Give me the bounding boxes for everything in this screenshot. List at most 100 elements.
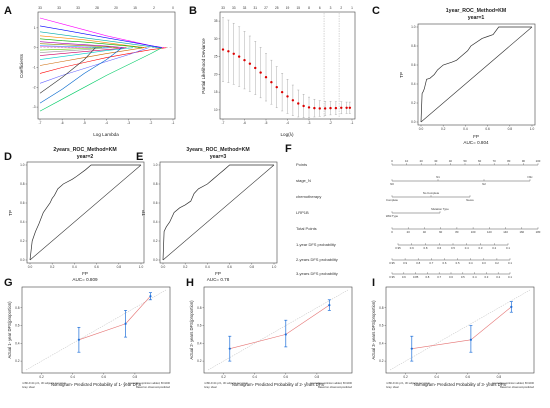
panel-d-y-tick-label: 0.2 [20,239,25,243]
panel-b-top-tick-label: 25 [275,6,279,10]
panel-f-row-label: 2-years DFS probability [296,257,338,262]
panel-a-top-ticks: 33 33 33 28 20 15 2 0 [38,6,174,10]
panel-a-top-tick-label: 28 [95,6,99,10]
panel-a-top-tick-label: 0 [172,6,174,10]
panel-f-tick-label: 20 [407,230,411,234]
panel-f-tick-label: N1 [436,175,440,179]
panel-a-coef-path [39,47,96,94]
panel-b-top-tick-label: 27 [264,6,268,10]
panel-d-title: 2years_ROC_Method=KM [53,147,116,153]
panel-b-point [286,95,289,98]
panel-b-top-tick-label: 15 [296,6,300,10]
panel-g-x-tick-label: 0.6 [102,375,107,379]
panel-f-tick-label: 0.95 [395,246,401,250]
panel-b-top-tick-label: 8 [308,6,310,10]
panel-a-xlabel: Log Lambda [93,132,119,137]
panel-f-tick-label: 0.6 [442,261,446,265]
panel-b-y-tick-label: 30 [214,37,218,41]
panel-f-tick-label: 0.3 [484,275,488,279]
panel-b-point [307,106,311,109]
panel-a-top-tick-label: 15 [133,6,137,10]
panel-d-y-tick-label: 0.0 [20,258,25,262]
panel-f-tick-label: 0.2 [496,275,500,279]
panel-d-diagonal [29,164,142,261]
panel-e-x-tick-label: 0.8 [250,265,255,269]
panel-g: 0.2 0.4 0.6 0.8 0.2 0.4 0.6 0.8 Nomogram- Predi… [7,286,171,389]
panel-b-x-ticks: -7 -6 -5 -4 -3 -2 -1 [222,119,354,125]
panel-f-tick-label: 0.2 [492,246,496,250]
panel-f-tick-label: 30 [434,159,438,163]
panel-b-top-tick-label: 33 [243,6,247,10]
panel-b-point [270,80,273,84]
panel-f-row-label: Total Points [296,226,317,231]
panel-a-x-tick-label: -4 [105,121,108,125]
panel-a-coef-path [39,47,123,104]
panel-b-point [280,90,284,94]
panel-f-tick-label: 70 [493,159,497,163]
panel-e-auc: AUC= 0.78 [207,277,230,282]
panel-b-point [313,106,316,110]
panel-d-xlabel: FP [82,271,88,276]
panel-f-tick-label: N0 [390,182,394,186]
panel-label-f: F [285,143,292,155]
panel-a-x-tick-label: -1 [172,121,175,125]
panel-d-auc: AUC= 0.809 [72,277,98,282]
panel-a-coef-path [39,47,149,84]
panel-f-row-label: chemotherapy [296,194,321,199]
panel-f-tick-label: 80 [455,230,459,234]
panel-f-tick-label: 0.95 [389,275,395,279]
panel-f-tick-label: 0.9 [410,246,414,250]
panel-b-top-ticks: 33 33 33 31 27 25 19 15 8 6 3 2 1 [221,6,353,10]
panel-a-ylabel: Coefficients [19,53,24,78]
panel-f-tick-label: 40 [423,230,427,234]
panel-a-coef-path [39,47,167,74]
panel-f-tick-label: 0.3 [479,246,483,250]
panel-b-point [264,76,268,79]
panel-c-x-tick-label: 1.0 [530,127,535,131]
panel-f-tick-label: 60 [478,159,482,163]
panel-b-x-tick-label: -4 [286,121,289,125]
panel-h-x-tick-label: 0.8 [315,375,320,379]
panel-g-y-tick-label: 0.2 [15,359,20,363]
panel-h-point [228,347,231,350]
panel-f-tick-label: 60 [439,230,443,234]
panel-b-point [329,106,332,110]
panel-c-roc-curve [420,26,532,123]
panel-h-point [284,333,287,336]
panel-a-coef-path [39,47,103,51]
panel-b-point [227,50,230,53]
panel-b-top-tick-label: 31 [253,6,257,10]
panel-f-tick-label: 0.2 [495,261,499,265]
panel-c-auc: AUC= 0.804 [463,140,489,145]
panel-e-frame [159,161,278,264]
panel-b-vlines [323,13,340,118]
panel-h: 0.2 0.4 0.6 0.8 0.2 0.4 0.6 0.8 Nomogram- Predi… [189,286,353,389]
panel-g-point [77,338,80,341]
panel-c-y-ticks: 0.0 0.2 0.4 0.6 0.8 1.0 [411,25,418,124]
panel-b-point [340,106,343,109]
panel-b-x-tick-label: -2 [329,121,332,125]
panel-a-x-tick-label: -5 [83,121,86,125]
panel-b-point [237,55,241,58]
panel-f-tick-label: 0.7 [437,275,441,279]
panel-a-coef-path [39,43,118,48]
panel-i-ideal-line [389,289,531,371]
panel-b-y-tick-label: 25 [214,55,218,59]
panel-f-tick-label: 0.7 [429,261,433,265]
panel-f-row-label: Points [296,162,307,167]
panel-i-footnote-right2: Based on observed-predicted [500,385,534,389]
panel-f-tick-label: 10 [405,159,409,163]
panel-f-tick-label: Wild Type [386,214,399,218]
panel-label-a: A [4,5,12,17]
panel-b-top-tick-label: 2 [340,6,342,10]
panel-f-tick-label: 0.4 [473,275,477,279]
panel-f-tick-label: 0.9 [403,261,407,265]
panel-b-x-tick-label: -3 [308,121,311,125]
panel-e-y-tick-label: 1.0 [153,163,158,167]
panel-f-tick-label: N3c [528,175,534,179]
panel-b-top-tick-label: 3 [330,6,332,10]
panel-e-diagonal [162,164,275,261]
panel-b-y-tick-label: 35 [214,19,218,23]
panel-a-y-tick-label: 0 [34,46,36,50]
panel-f-tick-label: 0.6 [449,275,453,279]
